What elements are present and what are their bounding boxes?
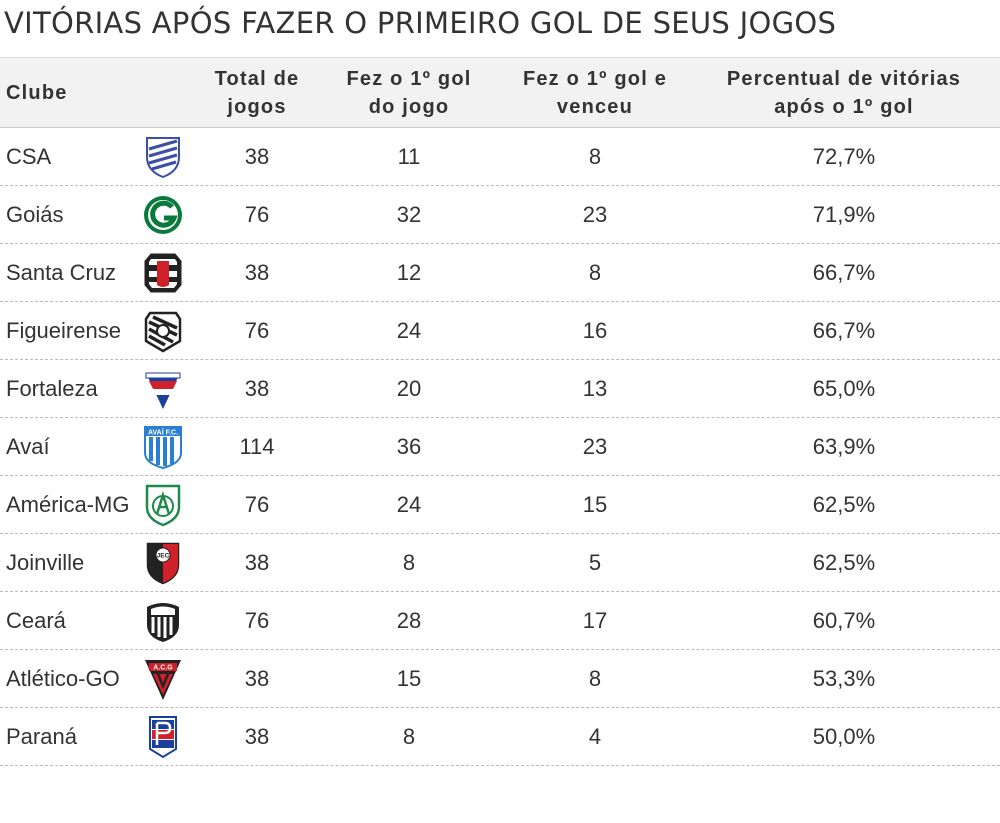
club-name: Avaí: [6, 433, 50, 459]
first-goal-wins: 23: [582, 201, 608, 227]
club-name: Fortaleza: [6, 375, 98, 401]
first-goal-games: 12: [396, 259, 422, 285]
club-name: Paraná: [6, 723, 77, 749]
header-club: Clube: [6, 81, 68, 104]
joinville-crest-icon: JEC: [146, 542, 180, 584]
avai-crest-label: AVAÍ F.C.: [148, 427, 178, 436]
win-percentage: 72,7%: [812, 143, 876, 169]
win-percentage: 60,7%: [812, 607, 876, 633]
win-percentage: 65,0%: [812, 375, 876, 401]
first-goal-games: 28: [396, 607, 422, 633]
header-first-goal-won: Fez o 1º gol e venceu: [522, 67, 668, 118]
atletico-go-crest-icon: A.C.G: [145, 659, 181, 700]
header-win-percentage: Percentual de vitórias após o 1º gol: [726, 67, 962, 118]
total-games: 38: [244, 375, 270, 401]
win-percentage: 66,7%: [812, 317, 876, 343]
club-name: Joinville: [6, 549, 85, 575]
club-name: Goiás: [6, 201, 64, 227]
table-row: Atlético-GO A.C.G 38 15 8 53,3%: [0, 650, 1000, 708]
total-games: 38: [244, 259, 270, 285]
first-goal-games: 20: [396, 375, 422, 401]
first-goal-games: 24: [396, 317, 422, 343]
first-goal-games: 11: [397, 143, 421, 169]
first-goal-games: 8: [402, 723, 416, 749]
fortaleza-crest-icon: [145, 372, 181, 409]
total-games: 38: [244, 723, 270, 749]
first-goal-games: 36: [396, 433, 422, 459]
table-row: Avaí AVAÍ F.C. 114 36 23 63,9%: [0, 418, 1000, 476]
page-title: VITÓRIAS APÓS FAZER O PRIMEIRO GOL DE SE…: [4, 6, 837, 40]
total-games: 114: [239, 433, 275, 459]
table-row: Fortaleza 38 20 13 65,0%: [0, 360, 1000, 418]
total-games: 38: [244, 143, 270, 169]
first-goal-wins: 23: [582, 433, 608, 459]
first-goal-games: 15: [396, 665, 422, 691]
first-goal-wins: 8: [588, 665, 602, 691]
figueirense-crest-icon: [144, 311, 182, 352]
first-goal-games: 24: [396, 491, 422, 517]
club-name: Santa Cruz: [6, 259, 117, 285]
first-goal-wins: 15: [582, 491, 608, 517]
santa-cruz-crest-icon: [144, 253, 182, 292]
ceara-crest-icon: [147, 602, 179, 642]
first-goal-wins: 8: [588, 143, 602, 169]
total-games: 76: [244, 607, 270, 633]
stats-table: Clube Total de jogos Fez o 1º gol do jog…: [0, 57, 1000, 766]
atletico-crest-label: A.C.G: [153, 664, 173, 671]
first-goal-games: 32: [396, 201, 422, 227]
america-mg-crest-icon: [145, 484, 181, 526]
header-first-goal: Fez o 1º gol do jogo: [346, 67, 472, 118]
club-name: Atlético-GO: [6, 665, 120, 691]
total-games: 38: [244, 665, 270, 691]
table-row: Santa Cruz 38 12 8 66,7%: [0, 244, 1000, 302]
table-row: Ceará 76 28 17 60,7%: [0, 592, 1000, 650]
header-total-games: Total de jogos: [214, 67, 300, 118]
club-name: América-MG: [6, 491, 130, 517]
total-games: 38: [244, 549, 270, 575]
win-percentage: 53,3%: [812, 665, 876, 691]
table-header-row: Clube Total de jogos Fez o 1º gol do jog…: [0, 57, 1000, 128]
first-goal-wins: 4: [588, 723, 602, 749]
table-row: Joinville JEC 38 8 5 62,5%: [0, 534, 1000, 592]
win-percentage: 62,5%: [812, 549, 876, 575]
total-games: 76: [244, 491, 270, 517]
win-percentage: 66,7%: [812, 259, 876, 285]
joinville-crest-label: JEC: [157, 552, 170, 559]
table-row: América-MG 76 24 15 62,5%: [0, 476, 1000, 534]
first-goal-games: 8: [402, 549, 416, 575]
parana-crest-icon: [149, 715, 177, 758]
win-percentage: 63,9%: [812, 433, 876, 459]
table-row: Paraná 38 8 4 50,0%: [0, 708, 1000, 766]
win-percentage: 50,0%: [812, 723, 876, 749]
total-games: 76: [244, 201, 270, 227]
first-goal-wins: 8: [588, 259, 602, 285]
goias-crest-icon: [144, 195, 182, 234]
club-name: Figueirense: [6, 317, 121, 343]
avai-crest-icon: AVAÍ F.C.: [144, 425, 182, 469]
first-goal-wins: 5: [588, 549, 602, 575]
first-goal-wins: 13: [582, 375, 608, 401]
first-goal-wins: 17: [582, 607, 608, 633]
first-goal-wins: 16: [582, 317, 608, 343]
csa-crest-icon: [146, 136, 180, 178]
win-percentage: 71,9%: [812, 201, 876, 227]
table-row: Figueirense 76 24 16 66,7%: [0, 302, 1000, 360]
total-games: 76: [244, 317, 270, 343]
win-percentage: 62,5%: [812, 491, 876, 517]
club-name: Ceará: [6, 607, 66, 633]
club-name: CSA: [6, 143, 52, 169]
table-row: Goiás 76 32 23 71,9%: [0, 186, 1000, 244]
table-row: CSA 38 11 8 72,7%: [0, 128, 1000, 186]
